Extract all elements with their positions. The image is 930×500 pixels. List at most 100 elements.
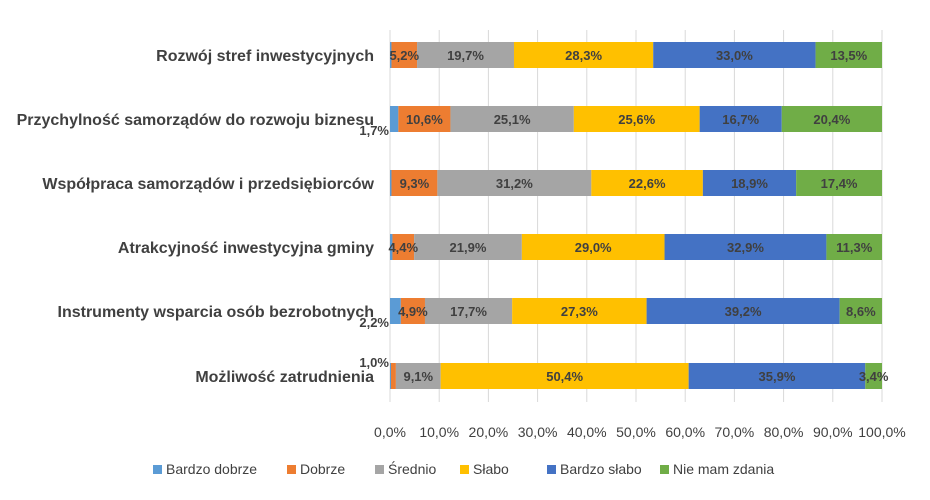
- legend-swatch: [287, 465, 296, 474]
- category-labels: Rozwój stref inwestycyjnych Przychylność …: [17, 48, 375, 386]
- data-label: 35,9%: [759, 369, 796, 384]
- data-label: 33,0%: [716, 48, 753, 63]
- legend: Bardzo dobrze Dobrze Średnio Słabo Bardzo sł…: [153, 460, 774, 477]
- bar-segment: [391, 42, 418, 68]
- bar-segment: [865, 363, 882, 389]
- bar-segment: [390, 170, 392, 196]
- bar-segment: [513, 42, 654, 68]
- bar-segment: [512, 298, 647, 324]
- bar-segment: [450, 106, 574, 132]
- bar-segment: [781, 106, 882, 132]
- data-label: 25,1%: [494, 112, 531, 127]
- x-tick-label: 0,0%: [374, 424, 406, 440]
- data-label: 19,7%: [447, 48, 484, 63]
- data-label: 50,4%: [546, 369, 583, 384]
- data-label: 28,3%: [565, 48, 602, 63]
- data-label: 27,3%: [561, 304, 598, 319]
- bar-segment: [417, 42, 514, 68]
- x-tick-label: 20,0%: [469, 424, 509, 440]
- legend-swatch: [660, 465, 669, 474]
- gridlines: [389, 30, 883, 402]
- data-label: 9,3%: [400, 176, 430, 191]
- data-label: 32,9%: [727, 240, 764, 255]
- bar-segment: [702, 170, 797, 196]
- category-label: Współpraca samorządów i przedsiębiorców: [42, 176, 374, 193]
- data-label: 4,9%: [398, 304, 428, 319]
- category-label: Możliwość zatrudnienia: [195, 369, 374, 386]
- bar-segment: [699, 106, 782, 132]
- data-label: 10,6%: [406, 112, 443, 127]
- data-label: 13,5%: [830, 48, 867, 63]
- bar-segment: [573, 106, 700, 132]
- bar-segment: [521, 234, 665, 260]
- x-tick-label: 70,0%: [715, 424, 755, 440]
- bar-segment: [591, 170, 703, 196]
- bar-segment: [390, 234, 393, 260]
- x-axis-ticks: 0,0% 10,0% 20,0% 30,0% 40,0% 50,0% 60,0% 70,0% 8…: [374, 424, 906, 440]
- category-label: Przychylność samorządów do rozwoju bizne…: [17, 112, 374, 129]
- x-tick-label: 30,0%: [518, 424, 558, 440]
- bar-segment: [392, 234, 415, 260]
- data-label: 17,4%: [821, 176, 858, 191]
- data-label: 2,2%: [359, 315, 389, 330]
- bar-segment: [815, 42, 882, 68]
- legend-label: Bardzo słabo: [560, 461, 642, 477]
- x-tick-label: 100,0%: [858, 424, 905, 440]
- bar-segment: [440, 363, 689, 389]
- data-label: 20,4%: [813, 112, 850, 127]
- x-tick-label: 10,0%: [419, 424, 459, 440]
- category-label: Instrumenty wsparcia osób bezrobotnych: [58, 304, 375, 321]
- bar-segment: [390, 106, 399, 132]
- legend-label: Bardzo dobrze: [166, 461, 257, 477]
- bar-segment: [688, 363, 866, 389]
- data-label: 16,7%: [722, 112, 759, 127]
- bar-segment: [839, 298, 882, 324]
- x-tick-label: 80,0%: [764, 424, 804, 440]
- x-tick-label: 50,0%: [616, 424, 656, 440]
- bar-segment: [390, 42, 392, 68]
- data-label: 39,2%: [725, 304, 762, 319]
- segment-labels: 5,2% 19,7% 28,3% 33,0% 13,5% 1,7% 10,6% 25,1% 25…: [359, 48, 889, 384]
- category-label: Rozwój stref inwestycyjnych: [156, 48, 374, 65]
- bar-segment: [390, 298, 401, 324]
- data-label: 22,6%: [629, 176, 666, 191]
- category-label: Atrakcyjność inwestycyjna gminy: [118, 240, 374, 257]
- legend-label: Dobrze: [300, 461, 345, 477]
- data-label: 1,7%: [359, 123, 389, 138]
- bar-segment: [664, 234, 827, 260]
- data-label: 5,2%: [389, 48, 419, 63]
- data-label: 21,9%: [450, 240, 487, 255]
- data-label: 8,6%: [846, 304, 876, 319]
- data-label: 3,4%: [859, 369, 889, 384]
- legend-swatch: [375, 465, 384, 474]
- bar-segment: [398, 106, 451, 132]
- legend-label: Słabo: [473, 461, 509, 477]
- bar-segment: [437, 170, 592, 196]
- data-label: 1,0%: [359, 355, 389, 370]
- data-label: 4,4%: [388, 240, 418, 255]
- bar-segment: [826, 234, 882, 260]
- legend-swatch: [153, 465, 162, 474]
- bar-segment: [646, 298, 840, 324]
- bar-segment: [391, 170, 438, 196]
- data-label: 31,2%: [496, 176, 533, 191]
- bar-segment: [414, 234, 522, 260]
- x-tick-label: 40,0%: [567, 424, 607, 440]
- bar-segment: [390, 363, 391, 389]
- x-tick-label: 60,0%: [665, 424, 705, 440]
- data-label: 29,0%: [575, 240, 612, 255]
- data-label: 18,9%: [731, 176, 768, 191]
- bar-segment: [796, 170, 882, 196]
- legend-label: Średnio: [388, 460, 436, 477]
- bar-segment: [653, 42, 816, 68]
- data-label: 25,6%: [618, 112, 655, 127]
- legend-swatch: [547, 465, 556, 474]
- data-label: 9,1%: [403, 369, 433, 384]
- bars: [390, 42, 882, 389]
- legend-swatch: [460, 465, 469, 474]
- data-label: 11,3%: [836, 240, 873, 255]
- bar-segment: [390, 363, 396, 389]
- legend-label: Nie mam zdania: [673, 461, 774, 477]
- data-label: 17,7%: [450, 304, 487, 319]
